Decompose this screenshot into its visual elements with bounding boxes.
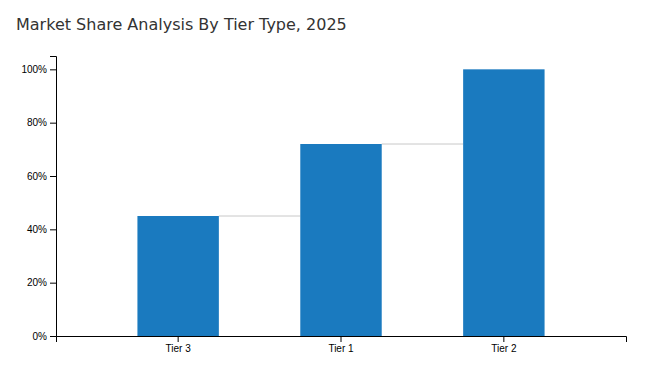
tick-label: 60%	[27, 171, 47, 182]
tick: 60%	[27, 171, 56, 182]
tick-mark	[50, 123, 56, 124]
title: Market Share Analysis By Tier Type, 2025	[16, 15, 347, 34]
plot: 0% 20% 40% 60% 80% 100% Tier 3 Tier 1 Tier 2	[21, 57, 626, 355]
connector	[219, 216, 300, 217]
tick-label: Tier 1	[328, 343, 354, 354]
bar	[463, 69, 544, 336]
bar	[300, 144, 381, 336]
tick: 80%	[27, 117, 56, 128]
tick: Tier 3	[166, 336, 192, 354]
marks	[137, 69, 544, 336]
x-axis: Tier 3 Tier 1 Tier 2	[57, 336, 627, 354]
tick: 0%	[33, 331, 56, 342]
tick: Tier 1	[328, 336, 354, 354]
tick-mark	[50, 336, 56, 337]
chart: Market Share Analysis By Tier Type, 2025…	[0, 0, 650, 370]
axis-line	[57, 337, 627, 343]
axis-line	[50, 57, 57, 337]
tick-mark	[50, 176, 56, 177]
tick-label: 40%	[27, 224, 47, 235]
connector	[382, 144, 463, 145]
tick-mark	[50, 283, 56, 284]
tick: Tier 2	[491, 336, 517, 354]
tick-mark	[178, 336, 179, 342]
tick-mark	[50, 229, 56, 230]
tick-label: 80%	[27, 117, 47, 128]
tick: 20%	[27, 277, 56, 288]
tick: 100%	[21, 64, 56, 75]
tick-mark	[50, 69, 56, 70]
tick-label: 0%	[33, 331, 48, 342]
tick-label: Tier 3	[166, 343, 192, 354]
bar	[137, 216, 218, 336]
tick-label: 20%	[27, 277, 47, 288]
tick-mark	[503, 336, 504, 342]
tick-label: 100%	[21, 64, 47, 75]
tick-mark	[341, 336, 342, 342]
tick-label: Tier 2	[491, 343, 517, 354]
tick: 40%	[27, 224, 56, 235]
y-axis: 0% 20% 40% 60% 80% 100%	[21, 57, 56, 342]
